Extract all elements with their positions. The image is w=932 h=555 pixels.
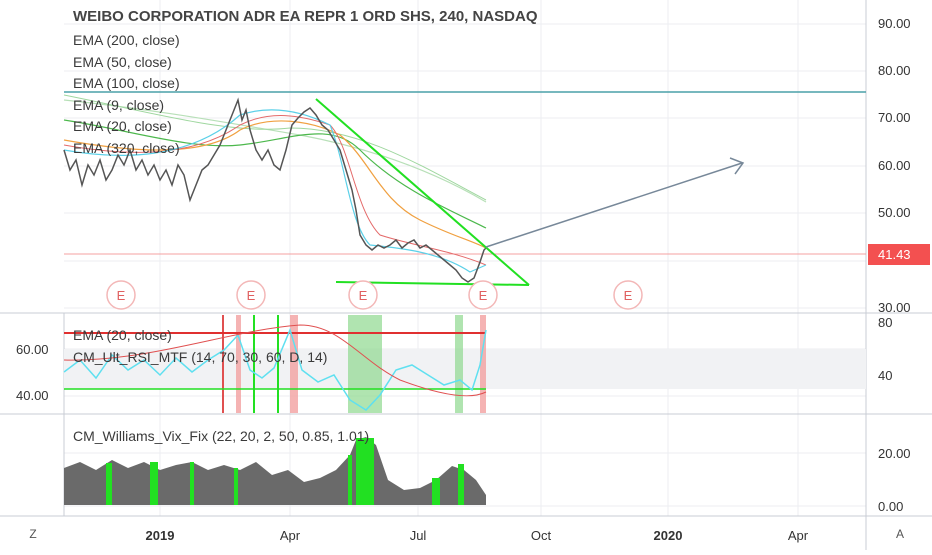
earnings-label: E bbox=[479, 288, 488, 303]
earnings-markers bbox=[106, 280, 643, 310]
price-series bbox=[63, 97, 487, 283]
price-axis: 90.00 80.00 70.00 60.00 50.00 30.00 bbox=[878, 16, 911, 315]
time-tick: 2019 bbox=[146, 528, 175, 543]
indicator-label[interactable]: EMA (20, close) bbox=[73, 118, 172, 134]
earnings-marker bbox=[236, 280, 266, 310]
main-indicator-legend: EMA (200, close) EMA (50, close) EMA (10… bbox=[73, 32, 180, 161]
rsi-line bbox=[63, 327, 487, 411]
vertical-grid bbox=[159, 0, 799, 516]
time-tick: Oct bbox=[531, 528, 552, 543]
earnings-label: E bbox=[247, 288, 256, 303]
time-tick: Jul bbox=[410, 528, 427, 543]
chart-title: WEIBO CORPORATION ADR EA REPR 1 ORD SHS,… bbox=[73, 8, 538, 25]
ema-9-line bbox=[63, 109, 487, 273]
indicator-label[interactable]: EMA (100, close) bbox=[73, 75, 180, 91]
time-tick: 2020 bbox=[654, 528, 683, 543]
time-tick: Apr bbox=[788, 528, 809, 543]
vix-histogram bbox=[64, 437, 486, 505]
price-tick: 90.00 bbox=[878, 16, 911, 31]
projection-arrowhead bbox=[729, 157, 745, 175]
earnings-marker bbox=[468, 280, 498, 310]
time-tick: Apr bbox=[280, 528, 301, 543]
vix-right-tick: 0.00 bbox=[878, 499, 903, 514]
time-axis: 2019 Apr Jul Oct 2020 Apr bbox=[146, 528, 809, 543]
earnings-label: E bbox=[624, 288, 633, 303]
price-tick: 80.00 bbox=[878, 63, 911, 78]
indicator-label[interactable]: EMA (50, close) bbox=[73, 53, 172, 70]
price-tick: 60.00 bbox=[878, 158, 911, 173]
rsi-left-tick: 40.00 bbox=[16, 388, 49, 403]
ema-100-line bbox=[63, 119, 487, 229]
indicator-label[interactable]: CM_Ult_RSI_MTF (14, 70, 30, 60, D, 14) bbox=[73, 348, 328, 365]
zoom-button[interactable]: Z bbox=[29, 527, 37, 541]
price-tick: 50.00 bbox=[878, 205, 911, 220]
ema-200-line bbox=[63, 94, 487, 201]
auto-scale-button[interactable]: A bbox=[895, 527, 904, 541]
rsi-highlights bbox=[222, 315, 486, 413]
rsi-pane-legend: EMA (20, close) CM_Ult_RSI_MTF (14, 70, … bbox=[73, 325, 327, 368]
price-tick: 30.00 bbox=[878, 300, 911, 315]
earnings-marker bbox=[106, 280, 136, 310]
vix-pane-legend: CM_Williams_Vix_Fix (22, 20, 2, 50, 0.85… bbox=[73, 426, 369, 448]
rsi-band bbox=[64, 349, 866, 389]
earnings-label: E bbox=[359, 288, 368, 303]
indicator-label[interactable]: EMA (20, close) bbox=[73, 327, 172, 343]
trend-line-down bbox=[315, 98, 530, 286]
vix-right-tick: 20.00 bbox=[878, 446, 911, 461]
rsi-left-tick: 60.00 bbox=[16, 342, 49, 357]
price-tick: 70.00 bbox=[878, 110, 911, 125]
projection-arrow bbox=[485, 162, 743, 248]
rsi-ema-line bbox=[63, 324, 487, 397]
indicator-label[interactable]: CM_Williams_Vix_Fix (22, 20, 2, 50, 0.85… bbox=[73, 428, 370, 444]
earnings-marker bbox=[348, 280, 378, 310]
indicator-label[interactable]: EMA (200, close) bbox=[73, 32, 180, 48]
rsi-right-tick: 40 bbox=[878, 368, 892, 383]
last-price-value: 41.43 bbox=[878, 247, 911, 262]
last-price-badge bbox=[868, 244, 930, 265]
earnings-marker bbox=[613, 280, 643, 310]
indicator-label[interactable]: EMA (320, close) bbox=[73, 139, 180, 156]
rsi-right-tick: 80 bbox=[878, 315, 892, 330]
vix-bars bbox=[64, 437, 486, 505]
indicator-label[interactable]: EMA (9, close) bbox=[73, 96, 165, 113]
earnings-label: E bbox=[117, 288, 126, 303]
